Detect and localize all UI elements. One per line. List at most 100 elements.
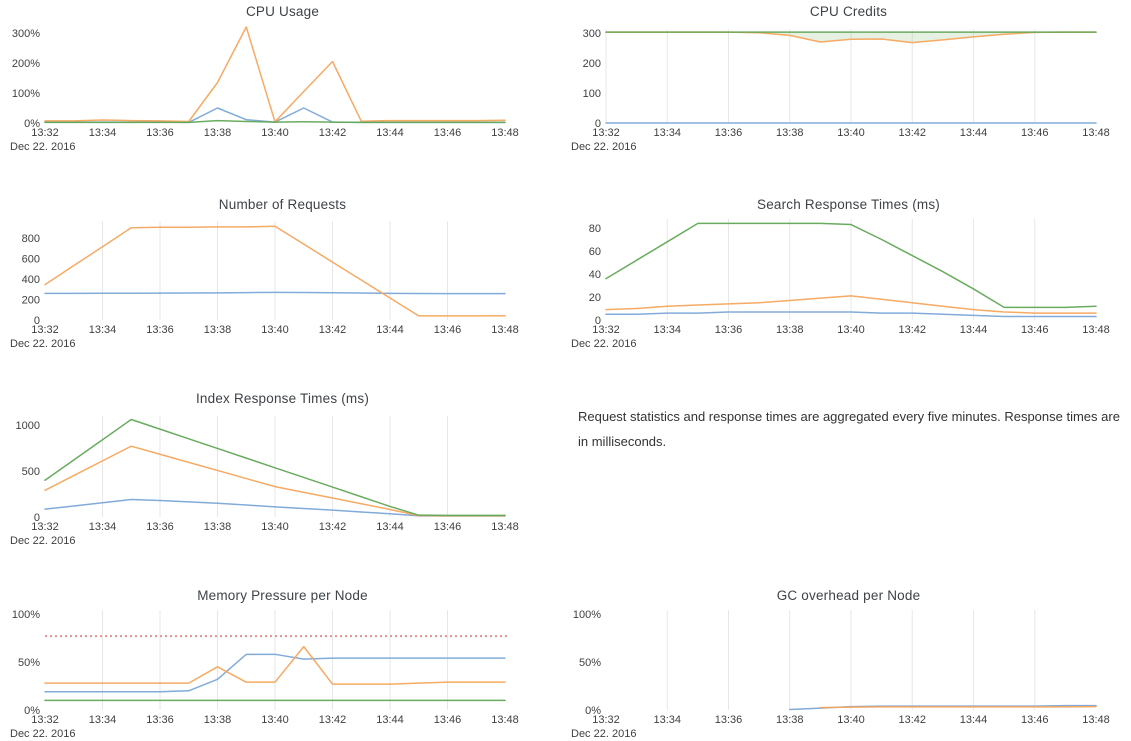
y-axis-tick-label: 0% bbox=[24, 118, 40, 130]
y-axis-tick-label: 0% bbox=[24, 705, 40, 717]
x-axis-tick-label: 13:48 bbox=[1082, 127, 1110, 139]
x-axis-tick-label: 13:34 bbox=[653, 714, 681, 726]
x-axis-tick-label: 13:32 bbox=[592, 127, 620, 139]
x-axis-tick-label: 13:48 bbox=[1082, 324, 1110, 336]
y-axis-tick-label: 50% bbox=[18, 657, 40, 669]
x-axis-tick-label: 13:48 bbox=[491, 521, 519, 533]
series-line-orange bbox=[44, 225, 506, 317]
x-axis-tick-label: 13:36 bbox=[146, 714, 174, 726]
aggregation-note: Request statistics and response times ar… bbox=[578, 409, 1120, 449]
x-axis-tick-label: 13:48 bbox=[491, 324, 519, 336]
x-axis-tick-label: 13:34 bbox=[653, 127, 681, 139]
x-axis-tick-label: 13:36 bbox=[715, 127, 743, 139]
x-axis-tick-label: 13:34 bbox=[89, 714, 117, 726]
chart-canvas-search-response-times: 0 20 40 60 80 13:32 13:34 13:36 13:38 13:40 13:42 1… bbox=[571, 218, 1110, 350]
chart-title: Search Response Times (ms) bbox=[756, 197, 940, 212]
x-axis-tick-label: 13:40 bbox=[837, 127, 865, 139]
x-axis-tick-label: 13:44 bbox=[960, 324, 988, 336]
x-axis-tick-label: 13:38 bbox=[204, 127, 232, 139]
x-axis-tick-label: 13:34 bbox=[89, 324, 117, 336]
y-axis-tick-label: 600 bbox=[22, 254, 40, 266]
y-axis-tick-label: 100% bbox=[12, 88, 40, 100]
x-axis-tick-label: 13:40 bbox=[261, 127, 289, 139]
y-axis-tick-label: 0 bbox=[34, 315, 40, 327]
series-line-orange bbox=[44, 26, 506, 123]
y-axis-tick-label: 40 bbox=[589, 269, 601, 281]
y-axis-tick-label: 80 bbox=[589, 223, 601, 235]
x-axis-tick-label: 13:36 bbox=[146, 324, 174, 336]
x-axis-tick-label: 13:32 bbox=[592, 324, 620, 336]
x-axis-tick-label: 13:46 bbox=[434, 714, 462, 726]
chart-memory-pressure: Memory Pressure per Node 0% 50% 100% 13:32 1… bbox=[0, 584, 565, 741]
y-axis-tick-label: 100% bbox=[573, 609, 601, 621]
series-line-blue bbox=[605, 311, 1097, 318]
x-axis-tick-label: 13:38 bbox=[776, 324, 804, 336]
x-axis-tick-label: 13:48 bbox=[491, 714, 519, 726]
x-axis-tick-label: 13:42 bbox=[898, 324, 926, 336]
x-axis-date-label: Dec 22. 2016 bbox=[571, 338, 636, 350]
x-axis-tick-label: 13:44 bbox=[376, 714, 404, 726]
x-axis-tick-label: 13:42 bbox=[319, 714, 347, 726]
x-axis-tick-label: 13:42 bbox=[898, 127, 926, 139]
y-axis-tick-label: 400 bbox=[22, 274, 40, 286]
x-axis-tick-label: 13:34 bbox=[89, 127, 117, 139]
chart-title: GC overhead per Node bbox=[776, 588, 921, 603]
chart-number-of-requests: Number of Requests 0 200 400 600 800 13:32 13:… bbox=[0, 193, 565, 363]
x-axis-tick-label: 13:46 bbox=[434, 324, 462, 336]
y-axis-tick-label: 50% bbox=[579, 657, 601, 669]
x-axis-tick-label: 13:38 bbox=[204, 714, 232, 726]
x-axis-tick-label: 13:40 bbox=[837, 324, 865, 336]
x-axis-tick-label: 13:38 bbox=[204, 324, 232, 336]
series-line-green bbox=[605, 222, 1097, 309]
x-axis-tick-label: 13:34 bbox=[89, 521, 117, 533]
x-axis-tick-label: 13:40 bbox=[261, 521, 289, 533]
chart-canvas-index-response-times: 0 500 1000 13:32 13:34 13:36 13:38 13:40 13:42 13… bbox=[10, 415, 519, 547]
series-line-green bbox=[44, 119, 506, 124]
x-axis-date-label: Dec 22. 2016 bbox=[10, 535, 75, 547]
chart-title: Memory Pressure per Node bbox=[197, 588, 368, 603]
x-axis-tick-label: 13:42 bbox=[898, 714, 926, 726]
x-axis-tick-label: 13:34 bbox=[653, 324, 681, 336]
x-axis-tick-label: 13:40 bbox=[261, 714, 289, 726]
chart-gc-overhead: GC overhead per Node 0% 50% 100% 13:32 13:34… bbox=[566, 584, 1131, 741]
x-axis-tick-label: 13:38 bbox=[776, 714, 804, 726]
series-line-blue bbox=[44, 653, 506, 693]
y-axis-tick-label: 300 bbox=[583, 28, 601, 40]
x-axis-tick-label: 13:32 bbox=[592, 714, 620, 726]
series-line-orange bbox=[605, 295, 1097, 314]
series-line-orange bbox=[44, 645, 506, 685]
chart-title: CPU Credits bbox=[809, 4, 888, 19]
x-axis-tick-label: 13:44 bbox=[960, 127, 988, 139]
x-axis-tick-label: 13:46 bbox=[1021, 714, 1049, 726]
x-axis-tick-label: 13:44 bbox=[376, 521, 404, 533]
series-line-orange bbox=[819, 705, 1097, 709]
y-axis-tick-label: 100% bbox=[12, 609, 40, 621]
y-axis-tick-label: 100 bbox=[583, 88, 601, 100]
chart-search-response-times: Search Response Times (ms) 0 20 40 60 80 13:3… bbox=[566, 193, 1131, 363]
series-line-green bbox=[44, 418, 506, 517]
y-axis-tick-label: 300% bbox=[12, 28, 40, 40]
y-axis-tick-label: 0 bbox=[34, 512, 40, 524]
x-axis-tick-label: 13:32 bbox=[31, 324, 59, 336]
chart-canvas-number-of-requests: 0 200 400 600 800 13:32 13:34 13:36 13:38 13:40 13… bbox=[10, 221, 519, 350]
x-axis-tick-label: 13:32 bbox=[31, 127, 59, 139]
x-axis-tick-label: 13:46 bbox=[434, 127, 462, 139]
x-axis-tick-label: 13:40 bbox=[837, 714, 865, 726]
y-axis-tick-label: 1000 bbox=[16, 420, 40, 432]
x-axis-tick-label: 13:48 bbox=[491, 127, 519, 139]
chart-canvas-gc-overhead: 0% 50% 100% 13:32 13:34 13:36 13:38 13:40 13:42 1… bbox=[571, 609, 1110, 740]
x-axis-tick-label: 13:44 bbox=[376, 127, 404, 139]
x-axis-tick-label: 13:42 bbox=[319, 127, 347, 139]
x-axis-tick-label: 13:46 bbox=[1021, 127, 1049, 139]
y-axis-tick-label: 60 bbox=[589, 246, 601, 258]
chart-title: Index Response Times (ms) bbox=[195, 391, 370, 406]
y-axis-tick-label: 0 bbox=[595, 315, 601, 327]
x-axis-tick-label: 13:48 bbox=[1082, 714, 1110, 726]
x-axis-date-label: Dec 22. 2016 bbox=[571, 728, 636, 740]
x-axis-tick-label: 13:44 bbox=[960, 714, 988, 726]
chart-cpu-credits: CPU Credits 0 100 200 300 13:32 13:34 13:36 13:… bbox=[566, 0, 1131, 170]
x-axis-tick-label: 13:36 bbox=[146, 521, 174, 533]
x-axis-date-label: Dec 22. 2016 bbox=[10, 728, 75, 740]
chart-cpu-usage: CPU Usage 0% 100% 200% 300% 13:32 13:34 13:36 1… bbox=[0, 0, 565, 170]
x-axis-tick-label: 13:44 bbox=[376, 324, 404, 336]
